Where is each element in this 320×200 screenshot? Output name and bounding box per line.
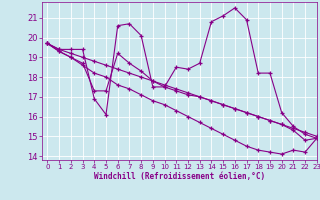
X-axis label: Windchill (Refroidissement éolien,°C): Windchill (Refroidissement éolien,°C) <box>94 172 265 181</box>
